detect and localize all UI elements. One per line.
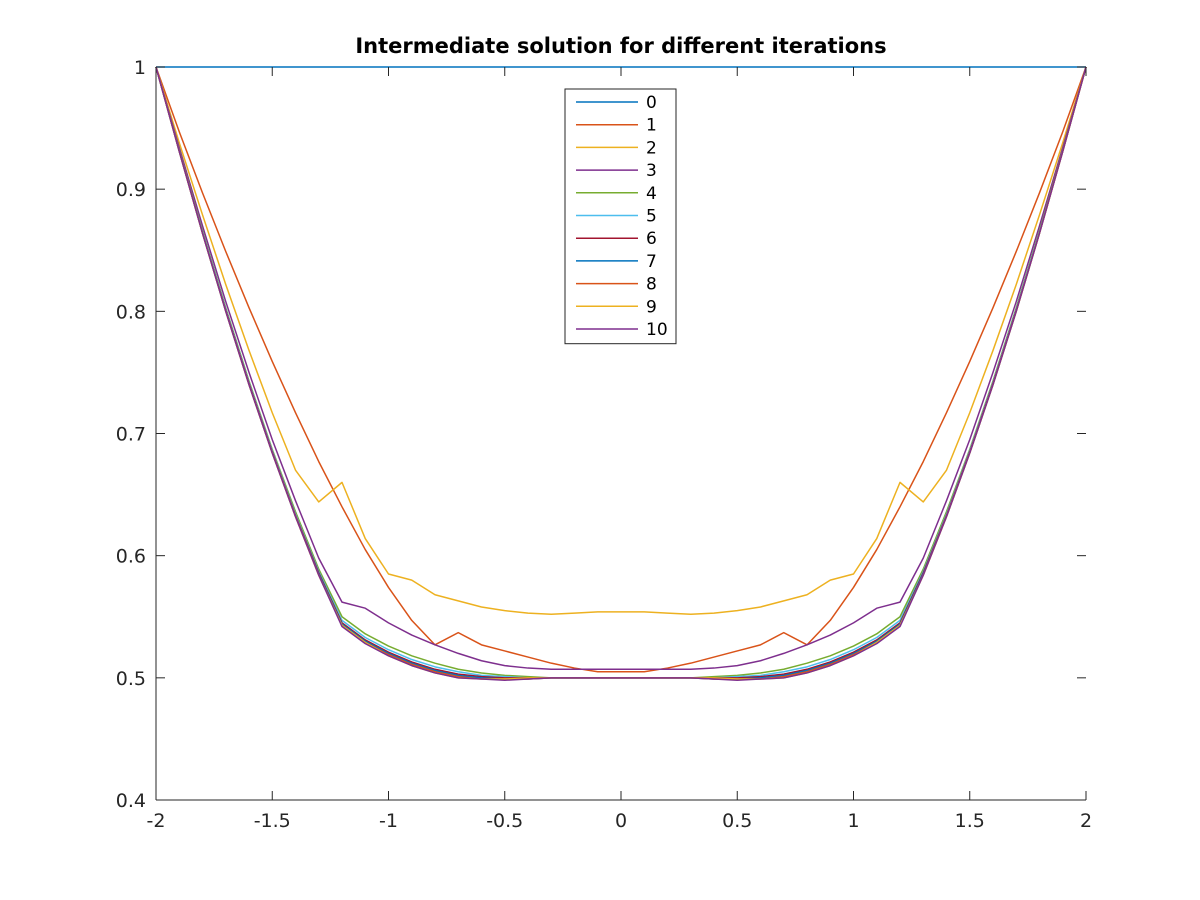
x-tick-label: -2 [147,810,166,832]
y-tick-label: 0.4 [116,790,146,812]
x-tick-label: 2 [1080,810,1092,832]
legend-label-6: 6 [646,229,657,249]
series-line-2 [155,66,1087,616]
legend-label-10: 10 [646,320,668,340]
legend-label-3: 3 [646,161,657,181]
legend-box [564,88,677,345]
series-line-3 [155,66,1087,671]
y-tick-label: 0.8 [116,301,146,323]
series-line-10 [155,66,1087,682]
x-tick-label: -0.5 [486,810,523,832]
y-tick-label: 0.7 [116,424,146,446]
x-tick-label: -1 [379,810,398,832]
x-tick-label: -1.5 [254,810,291,832]
y-tick-label: 1 [134,57,146,79]
x-tick-label: 0 [615,810,627,832]
axes-group: -2 -1.5 -1 -0.5 0 0.5 1 1.5 2 0.4 0.5 0.6 0.7 0.8 0.9 1 [116,57,1092,832]
legend-label-5: 5 [646,207,657,227]
legend-label-2: 2 [646,138,657,158]
legend-label-8: 8 [646,275,657,295]
series-line-1 [155,66,1087,673]
y-tick-label: 0.6 [116,546,146,568]
legend-label-1: 1 [646,116,657,136]
legend-label-9: 9 [646,297,657,317]
y-tick-label: 0.9 [116,179,146,201]
chart-title: Intermediate solution for different iter… [355,34,886,58]
y-tick-label: 0.5 [116,668,146,690]
legend-label-7: 7 [646,252,657,272]
series-group [155,66,1087,682]
legend-label-4: 4 [646,184,657,204]
legend-label-0: 0 [646,93,657,113]
x-tick-label: 0.5 [722,810,752,832]
x-tick-label: 1 [847,810,859,832]
x-tick-label: 1.5 [955,810,985,832]
